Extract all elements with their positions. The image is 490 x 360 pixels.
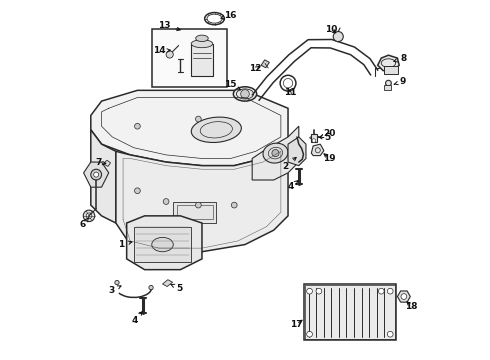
Circle shape — [316, 288, 322, 294]
Polygon shape — [311, 144, 324, 156]
Circle shape — [388, 331, 393, 337]
Circle shape — [333, 32, 343, 41]
Bar — [304, 284, 395, 339]
Bar — [177, 205, 213, 220]
Text: 4: 4 — [288, 181, 298, 191]
Bar — [384, 66, 398, 74]
Text: 8: 8 — [394, 54, 407, 63]
Text: 15: 15 — [224, 81, 241, 90]
Text: 14: 14 — [153, 46, 171, 55]
Circle shape — [163, 199, 169, 204]
Text: 1: 1 — [118, 240, 132, 249]
Circle shape — [83, 210, 95, 222]
Circle shape — [307, 288, 313, 294]
Polygon shape — [84, 162, 109, 187]
Circle shape — [241, 90, 249, 98]
Polygon shape — [288, 137, 306, 166]
Circle shape — [94, 172, 98, 177]
Polygon shape — [261, 60, 270, 68]
Text: 5: 5 — [171, 284, 183, 293]
Text: 19: 19 — [323, 154, 336, 163]
Polygon shape — [310, 134, 318, 140]
Bar — [305, 285, 394, 338]
Circle shape — [91, 169, 101, 180]
Circle shape — [401, 294, 407, 300]
Text: 11: 11 — [284, 87, 296, 96]
Bar — [134, 226, 191, 262]
Text: 3: 3 — [108, 286, 121, 295]
Circle shape — [388, 288, 393, 294]
Circle shape — [307, 331, 313, 337]
Ellipse shape — [152, 237, 173, 252]
Polygon shape — [126, 216, 202, 270]
Bar — [173, 202, 216, 223]
Text: 13: 13 — [158, 21, 180, 31]
Circle shape — [86, 213, 92, 219]
Text: 6: 6 — [80, 217, 89, 229]
Text: 16: 16 — [221, 10, 237, 19]
Circle shape — [272, 149, 279, 157]
Polygon shape — [116, 144, 288, 252]
Text: 10: 10 — [325, 25, 337, 34]
Bar — [191, 44, 213, 76]
Polygon shape — [103, 160, 111, 166]
Bar — [152, 30, 227, 87]
Circle shape — [115, 280, 119, 285]
Text: 18: 18 — [405, 302, 417, 311]
Polygon shape — [91, 130, 116, 223]
Polygon shape — [252, 126, 299, 180]
Bar — [311, 134, 317, 142]
Text: 7: 7 — [96, 158, 106, 167]
Circle shape — [149, 285, 153, 290]
Text: 12: 12 — [249, 64, 262, 73]
Ellipse shape — [196, 35, 208, 41]
Circle shape — [231, 202, 237, 208]
Circle shape — [196, 202, 201, 208]
Circle shape — [312, 139, 316, 142]
Circle shape — [386, 80, 392, 86]
Text: 4: 4 — [132, 311, 143, 325]
Bar — [384, 85, 391, 90]
Polygon shape — [378, 55, 399, 71]
Ellipse shape — [191, 40, 213, 48]
Circle shape — [196, 116, 201, 122]
Text: 20: 20 — [320, 129, 336, 138]
Circle shape — [166, 51, 173, 58]
Polygon shape — [163, 280, 172, 287]
Ellipse shape — [263, 143, 288, 163]
Circle shape — [135, 123, 140, 129]
Text: 2: 2 — [282, 157, 296, 171]
Ellipse shape — [191, 117, 242, 143]
Text: 5: 5 — [318, 133, 331, 142]
Polygon shape — [397, 291, 410, 302]
Circle shape — [135, 188, 140, 194]
Text: 9: 9 — [394, 77, 406, 86]
Polygon shape — [91, 90, 288, 166]
Text: 17: 17 — [290, 320, 303, 329]
Ellipse shape — [233, 87, 257, 101]
Circle shape — [378, 288, 384, 294]
